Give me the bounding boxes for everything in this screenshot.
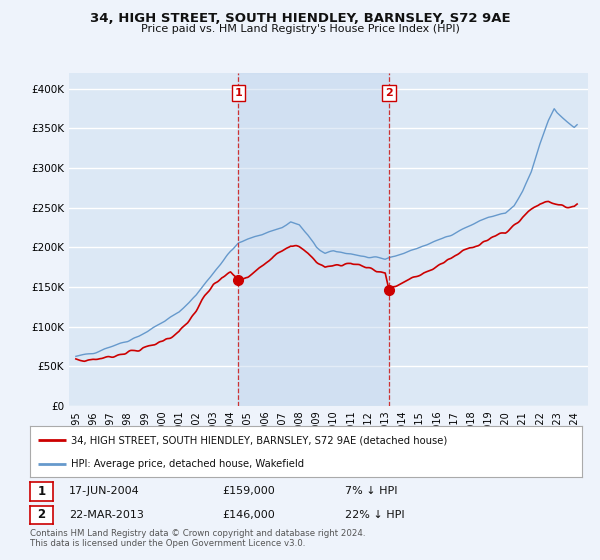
Text: 2: 2: [385, 88, 393, 98]
Text: 17-JUN-2004: 17-JUN-2004: [69, 487, 140, 496]
Text: Contains HM Land Registry data © Crown copyright and database right 2024.
This d: Contains HM Land Registry data © Crown c…: [30, 529, 365, 548]
Text: 7% ↓ HPI: 7% ↓ HPI: [345, 487, 398, 496]
Text: Price paid vs. HM Land Registry's House Price Index (HPI): Price paid vs. HM Land Registry's House …: [140, 24, 460, 34]
Text: 22-MAR-2013: 22-MAR-2013: [69, 510, 144, 520]
Text: 34, HIGH STREET, SOUTH HIENDLEY, BARNSLEY, S72 9AE (detached house): 34, HIGH STREET, SOUTH HIENDLEY, BARNSLE…: [71, 435, 448, 445]
Text: £146,000: £146,000: [222, 510, 275, 520]
Text: 2: 2: [37, 508, 46, 521]
Text: 1: 1: [235, 88, 242, 98]
Text: HPI: Average price, detached house, Wakefield: HPI: Average price, detached house, Wake…: [71, 459, 305, 469]
Text: 22% ↓ HPI: 22% ↓ HPI: [345, 510, 404, 520]
Bar: [238, 73, 389, 406]
Text: £159,000: £159,000: [222, 487, 275, 496]
Text: 1: 1: [37, 485, 46, 498]
Text: 34, HIGH STREET, SOUTH HIENDLEY, BARNSLEY, S72 9AE: 34, HIGH STREET, SOUTH HIENDLEY, BARNSLE…: [89, 12, 511, 25]
